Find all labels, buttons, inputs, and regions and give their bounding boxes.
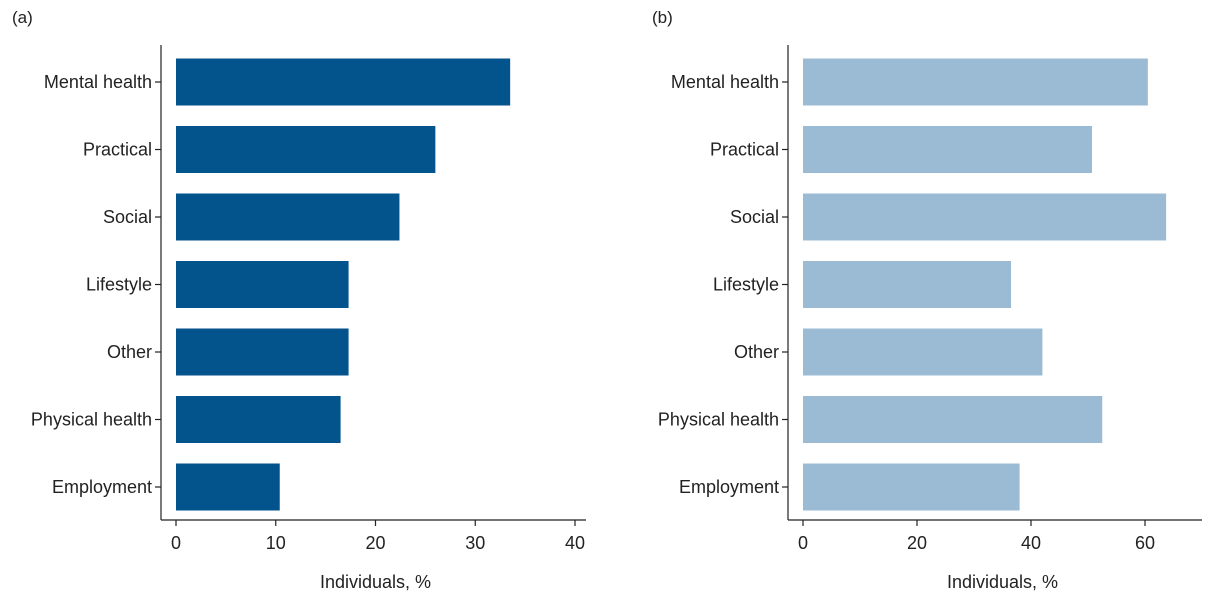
bar	[176, 396, 341, 443]
panel-label: (b)	[652, 8, 673, 27]
x-tick-label: 30	[465, 533, 485, 553]
bar	[176, 58, 511, 106]
bar	[803, 193, 1167, 241]
category-label: Physical health	[31, 410, 152, 430]
bar	[803, 58, 1148, 106]
category-label: Employment	[52, 477, 152, 497]
x-tick-label: 0	[171, 533, 181, 553]
category-label: Mental health	[44, 72, 152, 92]
category-label: Physical health	[658, 410, 779, 430]
chart-panel-b: (b) Mental health Practical Social Lifestyle…	[652, 8, 1202, 592]
category-label: Lifestyle	[713, 275, 779, 295]
category-label: Employment	[679, 477, 779, 497]
category-label: Mental health	[671, 72, 779, 92]
x-tick-label: 40	[1021, 533, 1041, 553]
bar	[803, 261, 1012, 308]
category-label: Social	[103, 207, 152, 227]
category-label: Other	[107, 342, 152, 362]
bar	[803, 463, 1020, 511]
x-tick-label: 0	[798, 533, 808, 553]
x-axis-title: Individuals, %	[320, 572, 431, 592]
category-label: Practical	[83, 140, 152, 160]
chart-panel-a: (a) Mental health Practical Social Lifestyle…	[12, 8, 586, 592]
bar	[803, 396, 1103, 443]
bar	[803, 126, 1092, 173]
x-tick-label: 20	[907, 533, 927, 553]
x-tick-label: 20	[365, 533, 385, 553]
panel-label: (a)	[12, 8, 33, 27]
category-label: Lifestyle	[86, 275, 152, 295]
bar	[176, 261, 349, 308]
category-label: Practical	[710, 140, 779, 160]
bar	[176, 126, 436, 173]
bar	[176, 328, 349, 376]
category-label: Other	[734, 342, 779, 362]
x-tick-label: 40	[565, 533, 585, 553]
bar	[176, 193, 400, 241]
x-tick-label: 10	[266, 533, 286, 553]
category-label: Social	[730, 207, 779, 227]
bar	[176, 463, 280, 511]
x-tick-label: 60	[1135, 533, 1155, 553]
bar	[803, 328, 1043, 376]
x-axis-title: Individuals, %	[947, 572, 1058, 592]
